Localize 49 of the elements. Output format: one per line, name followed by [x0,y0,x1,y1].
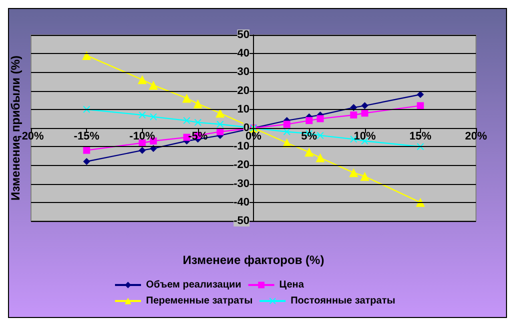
point [361,102,368,110]
point [316,153,325,162]
y-tick-label: 20 [237,84,250,97]
y-tick-label: 40 [237,48,250,60]
legend-label: Переменные затраты [146,296,253,306]
x-tick-label: 10% [354,130,376,142]
x-tick-label: -15% [74,130,100,142]
x-tick-label: -10% [129,130,156,142]
point [138,75,147,84]
x-tick-label: -20% [18,130,44,142]
point [138,146,146,154]
point [83,158,90,165]
y-tick-label: -10 [234,140,250,153]
y-tick-label: -50 [234,215,250,227]
point [193,99,202,108]
y-tick-label: -30 [234,178,250,190]
point [283,120,290,128]
point [416,91,424,98]
point [83,146,90,154]
y-tick-label: 30 [237,66,250,78]
point [350,111,358,118]
point [416,102,424,110]
point [82,50,92,60]
point [361,110,368,117]
point [316,132,324,139]
legend-label: Объем реализации [146,280,242,290]
point [316,115,324,122]
point [304,148,314,157]
point [216,120,224,128]
point [216,108,225,118]
point [150,113,157,120]
point [194,118,202,126]
point [183,117,190,124]
point [416,198,425,207]
y-tick-label: 10 [237,103,250,116]
point [360,172,370,181]
x-axis-title: Изменеие факторов (%) [182,253,324,267]
point [306,117,313,124]
point [349,168,358,178]
point [283,128,290,136]
y-tick-label: -40 [234,196,250,208]
point [148,80,158,90]
legend-label: Постоянные затраты [290,296,396,306]
legend-label: Цена [279,280,304,290]
y-tick-label: -20 [234,159,250,172]
point [182,94,192,103]
x-tick-label: 15% [409,130,432,142]
y-tick-label: 50 [237,29,250,41]
x-tick-label: 20% [464,130,488,142]
